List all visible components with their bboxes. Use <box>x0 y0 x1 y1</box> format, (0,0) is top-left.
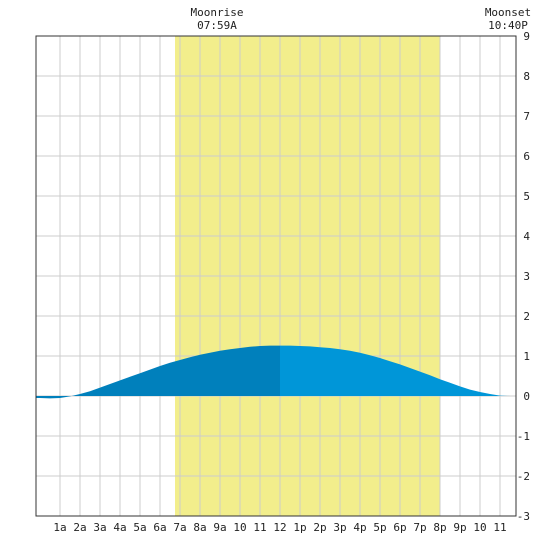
y-tick-label: 5 <box>523 190 530 203</box>
x-tick-label: 7p <box>413 521 426 534</box>
x-tick-label: 6a <box>153 521 166 534</box>
moonset-label: Moonset <box>485 6 531 19</box>
x-tick-label: 3p <box>333 521 346 534</box>
x-tick-label: 6p <box>393 521 406 534</box>
x-tick-label: 2p <box>313 521 326 534</box>
y-tick-label: 3 <box>523 270 530 283</box>
tide-area-layer <box>36 345 516 399</box>
x-tick-label: 5a <box>133 521 146 534</box>
y-tick-label: 7 <box>523 110 530 123</box>
x-tick-label: 7a <box>173 521 186 534</box>
x-tick-label: 9p <box>453 521 466 534</box>
frame-layer <box>35 35 517 517</box>
y-tick-label: 1 <box>523 350 530 363</box>
plot-frame <box>35 35 517 517</box>
x-tick-labels: 1a 2a 3a 4a 5a 6a 7a 8a 9a 10 11 12 1p 2p 3p 4p 5p 6p 7p 8p… <box>53 521 506 534</box>
y-tick-labels: -3 -2 -1 0 1 2 3 4 5 6 7 8 9 <box>517 30 531 523</box>
y-tick-label: 8 <box>523 70 530 83</box>
tide-area-after-noon <box>280 345 516 396</box>
x-tick-label: 12 <box>273 521 286 534</box>
y-tick-label: 6 <box>523 150 530 163</box>
y-tick-label: 9 <box>523 30 530 43</box>
y-tick-label: -2 <box>517 470 530 483</box>
x-tick-label: 11 <box>253 521 266 534</box>
y-tick-label: 4 <box>523 230 530 243</box>
tide-area-before-noon <box>36 345 280 399</box>
x-tick-label: 8p <box>433 521 446 534</box>
y-tick-label: 0 <box>523 390 530 403</box>
y-tick-label: 2 <box>523 310 530 323</box>
moonset-time: 10:40P <box>488 19 528 32</box>
x-tick-label: 5p <box>373 521 386 534</box>
moonrise-time: 07:59A <box>197 19 237 32</box>
x-tick-label: 4a <box>113 521 126 534</box>
x-tick-label: 8a <box>193 521 206 534</box>
y-tick-label: -1 <box>517 430 530 443</box>
x-tick-label: 1p <box>293 521 306 534</box>
x-tick-label: 3a <box>93 521 106 534</box>
x-tick-label: 2a <box>73 521 86 534</box>
x-tick-label: 10 <box>233 521 246 534</box>
moonrise-label: Moonrise <box>191 6 244 19</box>
x-tick-label: 4p <box>353 521 366 534</box>
x-tick-label: 10 <box>473 521 486 534</box>
x-tick-label: 1a <box>53 521 66 534</box>
x-tick-label: 11 <box>493 521 506 534</box>
y-tick-label: -3 <box>517 510 530 523</box>
x-tick-label: 9a <box>213 521 226 534</box>
